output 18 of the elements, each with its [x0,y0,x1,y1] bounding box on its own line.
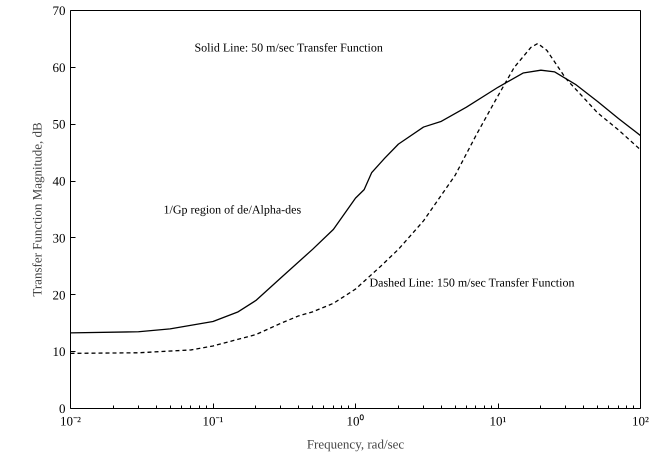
y-tick-label: 60 [52,60,66,75]
x-tick-label: 10⁻² [60,414,82,428]
y-tick-label: 50 [52,116,66,132]
y-tick-label: 70 [52,3,66,18]
y-tick-label: 30 [52,230,66,246]
y-tick-label: 0 [59,401,66,416]
x-tick-label: 10¹ [490,414,507,428]
y-tick-label: 20 [52,287,66,302]
annotation: 1/Gp region of de/Alpha-des [164,202,302,216]
y-tick-label: 40 [52,174,66,189]
y-axis-title: Transfer Function Magnitude, dB [30,122,44,297]
x-tick-label: 10² [632,414,650,428]
x-axis-title: Frequency, rad/sec [306,436,404,452]
x-tick-label: 10⁰ [346,414,364,428]
annotation: Solid Line: 50 m/sec Transfer Function [194,40,383,54]
x-tick-label: 10⁻¹ [202,414,224,428]
annotation: Dashed Line: 150 m/sec Transfer Function [370,276,574,290]
y-tick-label: 10 [52,344,66,360]
